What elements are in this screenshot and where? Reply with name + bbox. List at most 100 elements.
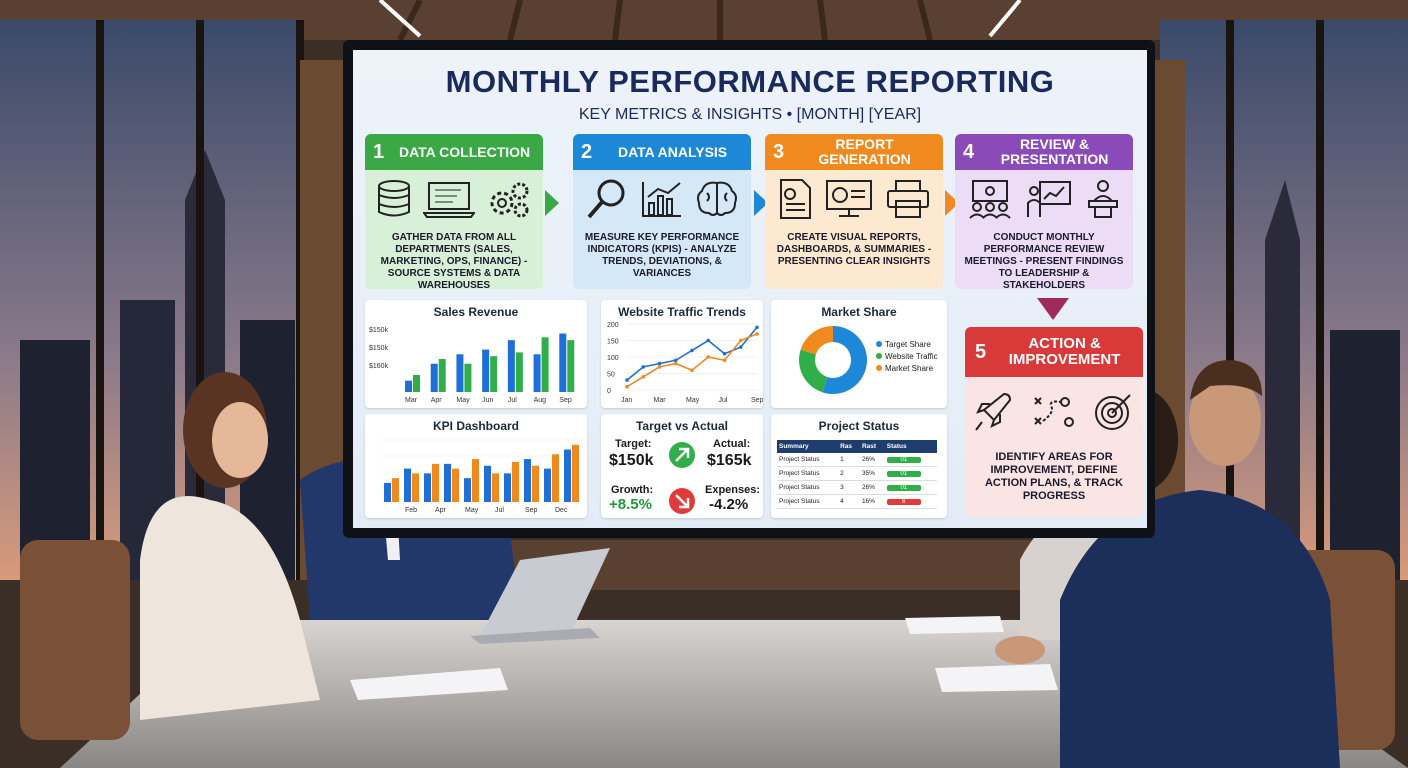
market-share-title: Market Share [821, 305, 897, 319]
x-tick-label: Mar [405, 397, 418, 404]
bar [492, 473, 499, 502]
market-share-chart: Target Share Website Traffic Market Share [799, 326, 938, 394]
bar [490, 356, 498, 392]
pie-slice [822, 326, 867, 394]
step-5-icons [965, 377, 1143, 447]
sales-revenue-panel: Sales Revenue $150k $150k $160k Mar Apr May Ju… [365, 300, 587, 408]
table-header: Rast [859, 440, 885, 453]
x-tick-label: Mar [654, 397, 667, 404]
x-tick-label: Sep [525, 507, 538, 514]
bar [532, 465, 539, 502]
presentation-screen: MONTHLY PERFORMANCE REPORTING KEY METRIC… [343, 40, 1155, 538]
x-tick-label: May [456, 397, 470, 404]
step-4-number: 4 [963, 140, 975, 163]
bar [507, 340, 515, 392]
trend-down-icon [669, 488, 695, 514]
target-label: Target: [615, 438, 652, 450]
status-badge: 6 [886, 499, 921, 505]
sales-revenue-chart: $150k $150k $160k Mar Apr May Jun Jul Aug Sep [369, 327, 575, 404]
step-1-number: 1 [373, 140, 385, 163]
x-tick-label: Sep [559, 397, 572, 404]
step-5-number: 5 [975, 340, 987, 363]
legend-swatch [876, 341, 882, 347]
laptop [470, 548, 610, 644]
data-point [706, 355, 711, 359]
bar [472, 459, 479, 502]
website-traffic-title: Website Traffic Trends [618, 305, 746, 319]
table-header: Status [884, 440, 937, 453]
status-badge: 01 [886, 471, 921, 477]
step-2-label: DATA ANALYSIS [617, 143, 728, 160]
data-point [755, 325, 759, 330]
actual-label: Actual: [713, 438, 751, 450]
step-1-header: 1 DATA COLLECTION [365, 134, 543, 170]
bar [412, 473, 419, 502]
data-point [625, 384, 629, 389]
data-point [722, 358, 727, 363]
website-traffic-chart: 200 150 100 50 0 Jan Mar May Jul Sep [607, 322, 763, 404]
arrow-icon [545, 190, 559, 216]
x-tick-label: Sep [751, 397, 763, 404]
growth-value: +8.5% [609, 496, 652, 513]
meeting-icon [969, 180, 1012, 219]
row-pct: 35% [859, 466, 885, 481]
legend-swatch [876, 365, 882, 371]
kpi-dashboard-panel: KPI Dashboard Feb Apr May Jul Sep Dec [365, 414, 587, 518]
y-tick-label: $150k [369, 327, 389, 334]
data-point [755, 332, 759, 336]
step-4-header: 4 REVIEW & PRESENTATION [955, 134, 1133, 170]
data-point [690, 368, 694, 372]
y-tick-label: $160k [369, 363, 389, 370]
step-data-collection: 1 DATA COLLECTION GATHER DATA FROM ALL D… [365, 134, 543, 289]
bar [564, 449, 571, 502]
x-tick-label: Jul [508, 397, 517, 404]
bar-chart-icon [641, 182, 681, 217]
x-tick-label: Aug [534, 397, 547, 404]
document-icon [779, 179, 811, 219]
step-3-header: 3 REPORT GENERATION [765, 134, 943, 170]
row-pct: 16% [859, 494, 885, 509]
step-data-analysis: 2 DATA ANALYSIS MEASURE KEY PERFORMANCE … [573, 134, 751, 289]
bar [515, 352, 523, 392]
step-4-icons [955, 170, 1133, 228]
x-tick-label: Jul [495, 507, 504, 514]
growth-label: Growth: [611, 484, 654, 496]
laptop-icon [422, 182, 475, 218]
data-point [673, 358, 678, 363]
bar [392, 478, 399, 502]
y-tick-label: 50 [607, 372, 615, 379]
x-tick-label: Jul [719, 397, 728, 404]
bar [456, 354, 464, 392]
row-num: 2 [838, 466, 860, 481]
row-num: 1 [838, 453, 860, 467]
step-5-description: IDENTIFY AREAS FOR IMPROVEMENT, DEFINE A… [984, 451, 1124, 502]
bar [424, 473, 431, 502]
legend-label: Website Traffic [885, 352, 938, 361]
bar [512, 461, 519, 502]
bar [464, 363, 472, 392]
presenter-board-icon [1026, 181, 1071, 217]
row-pct: 26% [859, 480, 885, 495]
target-vs-actual-panel: Target vs Actual Target: $150k Actual: $… [601, 414, 763, 518]
data-point [738, 345, 743, 349]
row-num: 3 [838, 480, 860, 495]
data-point [641, 365, 646, 369]
target-icon [1095, 394, 1132, 430]
series-line [626, 326, 758, 381]
database-icon [378, 180, 411, 217]
presentation-slide: MONTHLY PERFORMANCE REPORTING KEY METRIC… [353, 50, 1147, 528]
step-3-icons [765, 170, 943, 228]
status-badge: 01 [886, 485, 921, 491]
table-row: Project Status 4 16% 6 [777, 494, 937, 509]
brain-icon [697, 181, 738, 216]
step-3-label: REPORT GENERATION [818, 136, 911, 167]
printer-icon [887, 180, 930, 218]
table-header: Ras [838, 440, 860, 453]
data-point [690, 348, 694, 353]
step-1-description: GATHER DATA FROM ALL DEPARTMENTS (SALES,… [380, 232, 528, 289]
bar [452, 468, 459, 502]
step-3-description: CREATE VISUAL REPORTS, DASHBOARDS, & SUM… [776, 232, 932, 267]
project-status-panel: Project Status Summary Ras Rast Status P… [771, 414, 947, 518]
x-tick-label: Feb [405, 507, 417, 514]
row-name: Project Status [777, 453, 839, 467]
